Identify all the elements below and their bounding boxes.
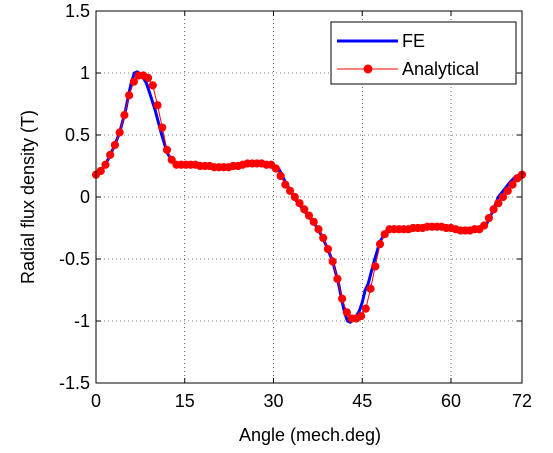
series-analytical-point: [290, 192, 299, 202]
series-analytical-point: [489, 205, 498, 214]
series-analytical-point: [361, 304, 370, 313]
series-analytical-point: [120, 111, 129, 120]
series-analytical-point: [480, 221, 489, 230]
series-analytical-point: [295, 199, 304, 208]
y-axis-label: Radial flux density (T): [18, 110, 38, 284]
series-analytical-point: [484, 213, 493, 223]
series-analytical-point: [338, 294, 347, 303]
legend-label-analytical: Analytical: [402, 59, 479, 79]
series-analytical-point: [129, 77, 138, 86]
series-analytical-point: [167, 155, 176, 164]
legend: FE Analytical: [330, 21, 517, 85]
x-tick-label: 60: [441, 391, 461, 411]
legend-analytical-marker: [363, 64, 373, 74]
series-analytical-point: [106, 150, 115, 159]
series-analytical-point: [314, 225, 323, 234]
series-analytical-point: [143, 73, 153, 83]
y-tick-label: -1: [74, 311, 90, 331]
tick-labels: 0 15 30 45 60 72 -1.5 -1 -0.5 0 0.5 1 1.5: [59, 1, 532, 411]
y-tick-label: 1.5: [65, 1, 90, 21]
series-analytical-point: [148, 81, 157, 90]
axes: [95, 10, 523, 384]
series-analytical-point: [319, 233, 328, 243]
series-analytical-point: [115, 128, 124, 137]
series-analytical-point: [96, 166, 105, 176]
legend-box: [330, 21, 517, 85]
series-analytical-point: [328, 257, 337, 266]
series-analytical-point: [276, 171, 285, 181]
x-axis-label: Angle (mech.deg): [239, 425, 381, 445]
series-analytical-point: [153, 101, 162, 110]
series-analytical-point: [356, 311, 366, 321]
series-analytical-point: [309, 217, 318, 226]
series-analytical-point: [498, 192, 508, 202]
series-analytical-point: [375, 240, 385, 249]
series-analytical-point: [380, 230, 389, 239]
series-analytical-point: [366, 284, 375, 293]
x-tick-label: 72: [512, 391, 532, 411]
y-tick-label: 0: [80, 187, 90, 207]
series-analytical-point: [158, 123, 167, 132]
series-analytical-point: [281, 180, 290, 189]
series-analytical-point: [304, 211, 314, 220]
y-tick-label: 1: [80, 63, 90, 83]
series-analytical-point: [271, 164, 280, 173]
x-tick-label: 45: [352, 391, 372, 411]
x-tick-label: 0: [91, 391, 101, 411]
legend-label-fe: FE: [402, 31, 425, 51]
series-analytical-point: [101, 160, 110, 169]
series-analytical-point: [333, 274, 342, 283]
series-analytical-point: [503, 186, 512, 195]
series-analytical-point: [285, 186, 295, 195]
series-analytical-point: [342, 308, 351, 317]
x-tick-label: 15: [175, 391, 195, 411]
series-analytical-point: [162, 145, 172, 154]
y-tick-label: 0.5: [65, 125, 90, 145]
grid: [96, 11, 522, 383]
series-analytical-point: [110, 140, 120, 150]
y-tick-label: -0.5: [59, 249, 90, 269]
y-tick-label: -1.5: [59, 373, 90, 393]
series-analytical-point: [508, 180, 517, 189]
x-tick-label: 30: [263, 391, 283, 411]
series-analytical-point: [300, 205, 309, 214]
series-analytical-point: [323, 244, 333, 254]
series-analytical-point: [371, 262, 380, 271]
series-analytical-point: [494, 199, 503, 208]
series-analytical-point: [125, 91, 134, 100]
